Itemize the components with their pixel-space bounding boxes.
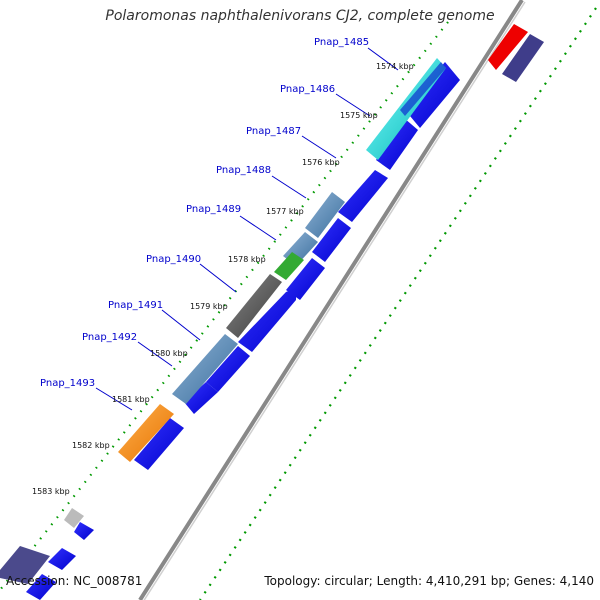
kbp-label-1577: 1577 kbp [266,207,304,216]
label-lines [95,47,399,411]
gene-label-pnap-1486[interactable]: Pnap_1486 [280,84,335,95]
cds-arrow-10[interactable] [74,522,94,540]
feature-green[interactable] [274,252,304,280]
gene-label-pnap-1493[interactable]: Pnap_1493 [40,378,95,389]
cds-arrow-4[interactable] [312,218,351,262]
kbp-label-1582: 1582 kbp [72,441,110,450]
genome-backbone [138,0,524,600]
feature-silver[interactable] [64,508,84,528]
kbp-label-1580: 1580 kbp [150,349,188,358]
genome-summary-label: Topology: circular; Length: 4,410,291 bp… [264,574,594,588]
kbp-label-1578: 1578 kbp [228,255,266,264]
cds-arrow-7[interactable] [206,346,250,392]
cds-arrow-11[interactable] [48,548,76,570]
kbp-label-1576: 1576 kbp [302,158,340,167]
feature-steelblue-1[interactable] [305,192,345,238]
feature-track [0,58,446,584]
cds-arrow-2[interactable] [376,118,418,170]
gene-label-pnap-1487[interactable]: Pnap_1487 [246,126,301,137]
gene-label-pnap-1485[interactable]: Pnap_1485 [314,37,369,48]
gc-track-outer [199,7,597,600]
gene-label-pnap-1491[interactable]: Pnap_1491 [108,300,163,311]
cds-arrow-6[interactable] [238,288,296,352]
feature-slate-bottom[interactable] [0,546,50,584]
kbp-label-1575: 1575 kbp [340,111,378,120]
gene-label-pnap-1489[interactable]: Pnap_1489 [186,204,241,215]
feature-slate-top[interactable] [502,34,544,82]
feature-gray[interactable] [226,274,282,338]
cds-arrow-1[interactable] [405,62,460,128]
cds-arrow-8[interactable] [184,382,218,414]
reverse-strand-track [26,62,460,600]
kbp-label-1574: 1574 kbp [376,62,414,71]
gene-label-pnap-1492[interactable]: Pnap_1492 [82,332,137,343]
genome-backbone-shadow [143,1,526,600]
cds-arrow-12[interactable] [26,574,56,600]
kbp-label-1581: 1581 kbp [112,395,150,404]
feature-red[interactable] [488,24,528,70]
cds-arrow-9[interactable] [134,418,184,470]
accession-label: Accession: NC_008781 [6,574,143,588]
feature-cyan-inner[interactable] [400,62,446,116]
feature-orange[interactable] [118,404,174,462]
gene-label-pnap-1488[interactable]: Pnap_1488 [216,165,271,176]
feature-steelblue-3[interactable] [172,334,238,404]
cds-arrow-3[interactable] [338,170,388,222]
kbp-label-1583: 1583 kbp [32,487,70,496]
gene-label-pnap-1490[interactable]: Pnap_1490 [146,254,201,265]
genome-title: Polaromonas naphthalenivorans CJ2, compl… [105,8,495,24]
kbp-label-1579: 1579 kbp [190,302,228,311]
